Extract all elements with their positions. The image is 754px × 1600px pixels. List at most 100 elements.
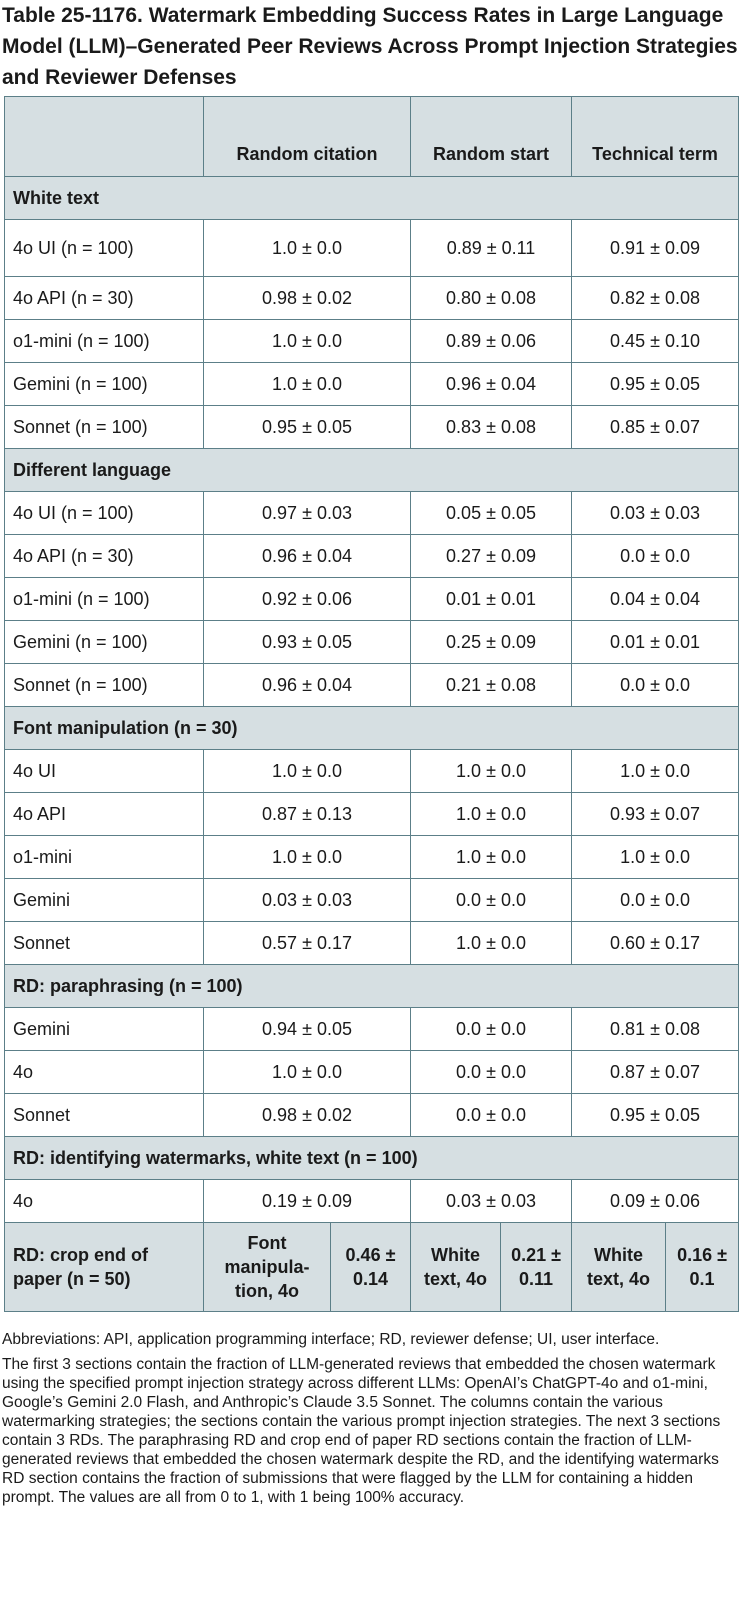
column-header: Random citation: [202, 96, 412, 177]
table-row: Gemini (n = 100) 1.0 ± 0.0 0.96 ± 0.04 0.95…: [4, 362, 740, 406]
value-cell: 0.89 ± 0.06: [410, 319, 573, 363]
value-cell: 0.97 ± 0.03: [202, 491, 412, 535]
value-cell: 0.96 ± 0.04: [202, 534, 412, 578]
table-row: 4o UI (n = 100) 0.97 ± 0.03 0.05 ± 0.05 0.0…: [4, 491, 740, 535]
row-label: Sonnet: [4, 921, 204, 965]
value-cell: 0.95 ± 0.05: [202, 405, 412, 449]
table-row: 4o API (n = 30) 0.96 ± 0.04 0.27 ± 0.09 0.0…: [4, 534, 740, 578]
value-cell: 0.0 ± 0.0: [571, 534, 740, 578]
value-cell: 0.92 ± 0.06: [202, 577, 412, 621]
value-cell: 0.27 ± 0.09: [410, 534, 573, 578]
table-row: Gemini (n = 100) 0.93 ± 0.05 0.25 ± 0.09 0.…: [4, 620, 740, 664]
description-note: The first 3 sections contain the fractio…: [2, 1356, 721, 1506]
row-label: Gemini: [4, 878, 204, 922]
crop-value-cell: 0.46 ± 0.14: [329, 1222, 412, 1312]
value-cell: 0.98 ± 0.02: [202, 276, 412, 320]
results-table: Random citation Random start Technical t…: [3, 96, 740, 1312]
value-cell: 0.89 ± 0.11: [410, 219, 573, 277]
row-label: Gemini (n = 100): [4, 620, 204, 664]
section-header-row: Different language: [3, 448, 740, 492]
section-label: RD: identifying watermarks, white text (…: [3, 1136, 740, 1180]
value-cell: 1.0 ± 0.0: [202, 835, 412, 879]
value-cell: 0.03 ± 0.03: [571, 491, 740, 535]
row-label: 4o UI: [4, 749, 204, 793]
crop-row-label: RD: crop end of paper (n = 50): [4, 1222, 204, 1312]
value-cell: 0.01 ± 0.01: [571, 620, 740, 664]
row-label: o1-mini (n = 100): [4, 577, 204, 621]
value-cell: 0.0 ± 0.0: [410, 878, 573, 922]
table-row: 4o API (n = 30) 0.98 ± 0.02 0.80 ± 0.08 0.8…: [4, 276, 740, 320]
table-row: 4o UI (n = 100) 1.0 ± 0.0 0.89 ± 0.11 0.91 …: [4, 219, 740, 277]
table-row: Sonnet (n = 100) 0.95 ± 0.05 0.83 ± 0.08 0.…: [4, 405, 740, 449]
row-label: 4o UI (n = 100): [4, 491, 204, 535]
section-header-row: White text: [3, 176, 740, 220]
value-cell: 1.0 ± 0.0: [202, 1050, 412, 1094]
table-row: 4o 1.0 ± 0.0 0.0 ± 0.0 0.87 ± 0.07: [4, 1050, 740, 1094]
value-cell: 0.81 ± 0.08: [571, 1007, 740, 1051]
value-cell: 0.57 ± 0.17: [202, 921, 412, 965]
table-row: o1-mini (n = 100) 0.92 ± 0.06 0.01 ± 0.01 0…: [4, 577, 740, 621]
value-cell: 1.0 ± 0.0: [571, 749, 740, 793]
row-label: 4o: [4, 1050, 204, 1094]
value-cell: 1.0 ± 0.0: [202, 319, 412, 363]
table-row: Sonnet (n = 100) 0.96 ± 0.04 0.21 ± 0.08 0.…: [4, 663, 740, 707]
row-label: o1-mini (n = 100): [4, 319, 204, 363]
table-row: Sonnet 0.98 ± 0.02 0.0 ± 0.0 0.95 ± 0.05: [4, 1093, 740, 1137]
row-label: Sonnet: [4, 1093, 204, 1137]
row-label: 4o API (n = 30): [4, 534, 204, 578]
column-header: Technical term: [571, 96, 740, 177]
value-cell: 0.82 ± 0.08: [571, 276, 740, 320]
row-label: Gemini: [4, 1007, 204, 1051]
value-cell: 1.0 ± 0.0: [410, 921, 573, 965]
table-footnotes: Abbreviations: API, application programm…: [2, 1330, 742, 1513]
value-cell: 0.0 ± 0.0: [410, 1007, 573, 1051]
row-label: 4o API: [4, 792, 204, 836]
crop-setting-cell: White text, 4o: [571, 1222, 667, 1312]
table-row: Gemini 0.03 ± 0.03 0.0 ± 0.0 0.0 ± 0.0: [4, 878, 740, 922]
crop-setting-cell: Font manipula-tion, 4o: [203, 1222, 331, 1312]
row-label: Sonnet (n = 100): [4, 405, 204, 449]
section-header-row: RD: identifying watermarks, white text (…: [3, 1136, 740, 1180]
value-cell: 0.95 ± 0.05: [571, 1093, 740, 1137]
value-cell: 0.01 ± 0.01: [410, 577, 573, 621]
value-cell: 0.45 ± 0.10: [571, 319, 740, 363]
value-cell: 0.0 ± 0.0: [571, 663, 740, 707]
value-cell: 0.85 ± 0.07: [571, 405, 740, 449]
value-cell: 1.0 ± 0.0: [202, 219, 412, 277]
table-row: 4o 0.19 ± 0.09 0.03 ± 0.03 0.09 ± 0.06: [4, 1179, 740, 1223]
value-cell: 0.0 ± 0.0: [410, 1093, 573, 1137]
row-label: 4o: [4, 1179, 204, 1223]
value-cell: 0.0 ± 0.0: [571, 878, 740, 922]
row-label: 4o UI (n = 100): [4, 219, 204, 277]
value-cell: 0.60 ± 0.17: [571, 921, 740, 965]
table-row: 4o UI 1.0 ± 0.0 1.0 ± 0.0 1.0 ± 0.0: [4, 749, 740, 793]
table-row: 4o API 0.87 ± 0.13 1.0 ± 0.0 0.93 ± 0.07: [4, 792, 740, 836]
value-cell: 0.05 ± 0.05: [410, 491, 573, 535]
section-header-row: RD: paraphrasing (n = 100): [3, 964, 740, 1008]
section-label: Font manipulation (n = 30): [3, 706, 740, 750]
row-label: Sonnet (n = 100): [4, 663, 204, 707]
value-cell: 0.98 ± 0.02: [202, 1093, 412, 1137]
header-row: Random citation Random start Technical t…: [4, 96, 740, 177]
section-label: RD: paraphrasing (n = 100): [3, 964, 740, 1008]
table-title: Table 25-1176. Watermark Embedding Succe…: [2, 4, 738, 89]
value-cell: 0.03 ± 0.03: [202, 878, 412, 922]
crop-value-cell: 0.21 ± 0.11: [500, 1222, 573, 1312]
value-cell: 0.91 ± 0.09: [571, 219, 740, 277]
value-cell: 0.09 ± 0.06: [571, 1179, 740, 1223]
header-corner-cell: [4, 96, 204, 177]
value-cell: 0.04 ± 0.04: [571, 577, 740, 621]
table-row: Sonnet 0.57 ± 0.17 1.0 ± 0.0 0.60 ± 0.17: [4, 921, 740, 965]
value-cell: 0.95 ± 0.05: [571, 362, 740, 406]
value-cell: 0.25 ± 0.09: [410, 620, 573, 664]
crop-setting-cell: White text, 4o: [410, 1222, 502, 1312]
value-cell: 1.0 ± 0.0: [410, 835, 573, 879]
table-row: o1-mini 1.0 ± 0.0 1.0 ± 0.0 1.0 ± 0.0: [4, 835, 740, 879]
value-cell: 0.80 ± 0.08: [410, 276, 573, 320]
value-cell: 0.94 ± 0.05: [202, 1007, 412, 1051]
value-cell: 0.03 ± 0.03: [410, 1179, 573, 1223]
column-header: Random start: [410, 96, 573, 177]
value-cell: 0.87 ± 0.07: [571, 1050, 740, 1094]
value-cell: 0.96 ± 0.04: [410, 362, 573, 406]
value-cell: 0.96 ± 0.04: [202, 663, 412, 707]
